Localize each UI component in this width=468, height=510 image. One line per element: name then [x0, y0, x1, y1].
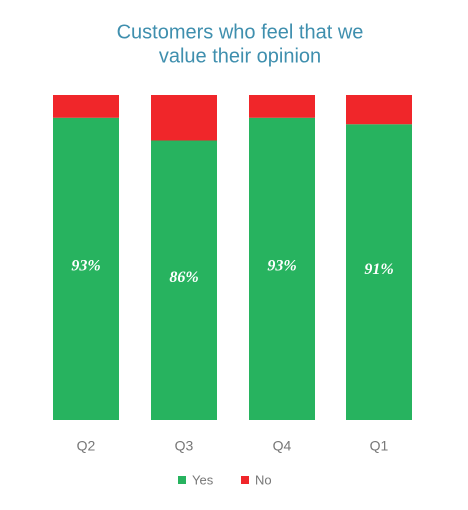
- x-tick-label: Q4: [273, 438, 292, 454]
- bar-segment: [249, 95, 315, 118]
- chart-title: Customers who feel that we: [117, 21, 364, 43]
- x-tick-label: Q2: [77, 438, 96, 454]
- bar-segment: [346, 95, 412, 125]
- bar-segment: [151, 95, 217, 141]
- legend-label: Yes: [192, 472, 214, 487]
- chart-title: value their opinion: [159, 45, 321, 67]
- bar-segment: [53, 117, 119, 420]
- bar-segment: [346, 124, 412, 420]
- x-tick-label: Q3: [175, 438, 194, 454]
- bar-segment: [249, 117, 315, 420]
- legend-swatch: [178, 476, 186, 484]
- legend-swatch: [241, 476, 249, 484]
- data-label: 86%: [169, 269, 198, 286]
- bar-segment: [53, 95, 119, 118]
- legend-label: No: [255, 472, 272, 487]
- data-label: 93%: [267, 258, 296, 275]
- data-label: 93%: [71, 258, 100, 275]
- data-label: 91%: [364, 261, 393, 278]
- bar-segment: [151, 140, 217, 420]
- x-tick-label: Q1: [370, 438, 389, 454]
